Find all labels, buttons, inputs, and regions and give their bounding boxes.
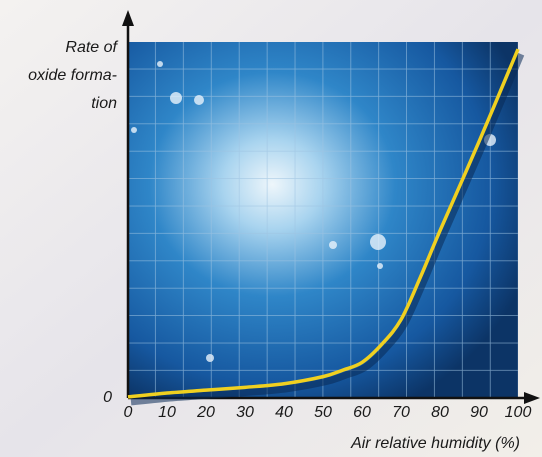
- x-tick-label: 60: [353, 404, 371, 421]
- x-tick-label: 0: [124, 404, 133, 421]
- y-axis-label: oxide forma-: [28, 67, 117, 84]
- y-axis-label: tion: [91, 95, 117, 112]
- x-tick-label: 20: [196, 404, 215, 421]
- x-tick-label: 30: [236, 404, 254, 421]
- x-tick-label: 40: [275, 404, 293, 421]
- x-tick-label: 70: [392, 404, 410, 421]
- x-tick-label: 50: [314, 404, 332, 421]
- x-tick-label: 80: [431, 404, 449, 421]
- chart: Rate of oxide forma- tion Air relative h…: [0, 0, 542, 457]
- x-tick-label: 90: [470, 404, 488, 421]
- x-axis-label: Air relative humidity (%): [350, 435, 520, 452]
- decorative-grid: [128, 42, 518, 398]
- y-axis-label: Rate of: [65, 39, 118, 56]
- x-tick-label: 10: [158, 404, 176, 421]
- x-tick-label: 100: [505, 404, 532, 421]
- y-tick-label: 0: [103, 389, 112, 406]
